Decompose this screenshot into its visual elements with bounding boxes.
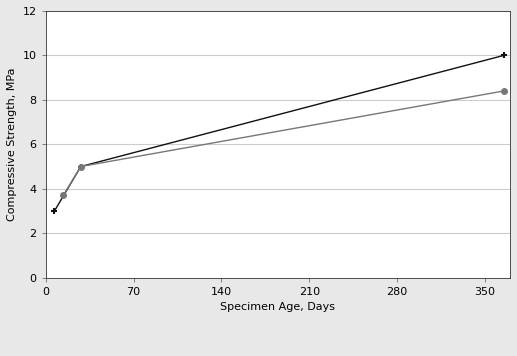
Cylinders xyxy=(500,53,507,58)
Cylinders xyxy=(78,164,84,169)
Y-axis label: Compressive Strength, MPa: Compressive Strength, MPa xyxy=(7,68,17,221)
Cylinders xyxy=(51,209,57,213)
Line: Cores: Cores xyxy=(60,88,507,198)
X-axis label: Specimen Age, Days: Specimen Age, Days xyxy=(220,302,336,312)
Cores xyxy=(60,193,66,198)
Cores xyxy=(500,89,507,93)
Line: Cylinders: Cylinders xyxy=(51,52,507,214)
Cores xyxy=(78,164,84,169)
